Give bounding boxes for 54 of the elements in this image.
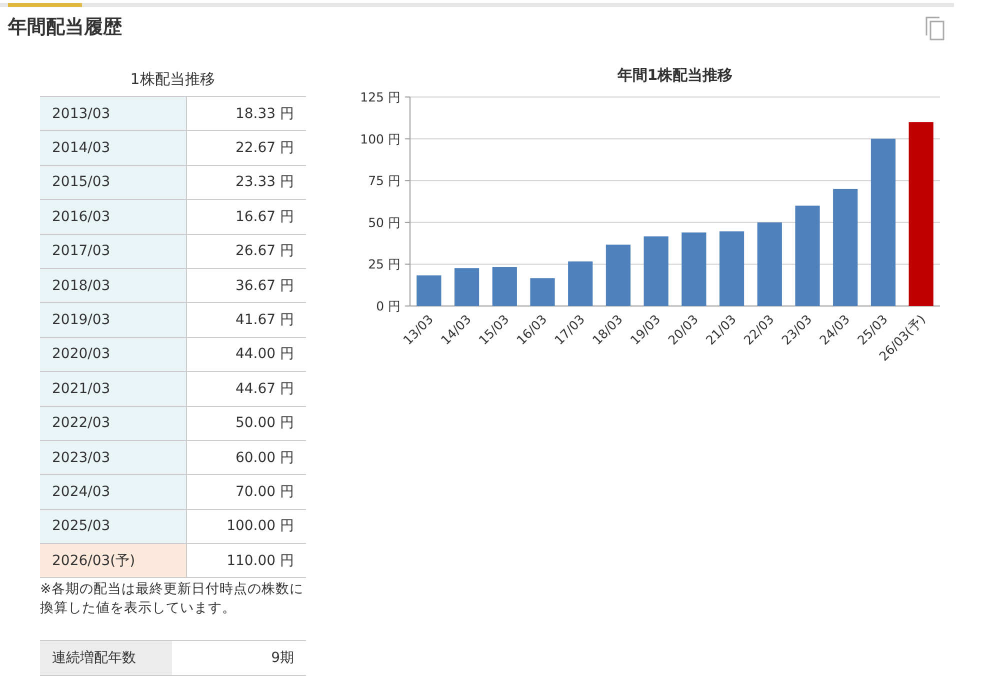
chart-title: 年間1株配当推移	[616, 66, 733, 84]
data-label: 26.67 円	[186, 234, 306, 268]
bar	[870, 138, 896, 306]
data-label: 44.67 円	[186, 372, 306, 406]
category-label: 2015/03	[40, 165, 186, 200]
data-label: 16.67 円	[186, 200, 306, 234]
category-label: 2020/03	[40, 337, 186, 372]
bar	[908, 122, 934, 306]
data-label: 18.33 円	[186, 96, 306, 131]
data-label: 70.00 円	[186, 474, 306, 510]
category-label: 2016/03	[40, 200, 186, 234]
bar	[530, 278, 555, 306]
bar	[757, 222, 782, 306]
data-label: 22.67 円	[186, 130, 306, 166]
y-tick-label: 75 円	[368, 173, 401, 188]
category-label: 2014/03	[40, 130, 186, 166]
category-label: 2022/03	[40, 406, 186, 440]
text: 年間配当履歴	[8, 15, 122, 40]
category-label: 2026/03(予)	[40, 544, 186, 578]
data-label: 60.00 円	[186, 440, 306, 475]
bar	[606, 244, 631, 306]
bar	[795, 206, 820, 306]
text: ※各期の配当は最終更新日付時点の株数に換算した値を表示しています。	[40, 580, 304, 618]
category-label: 2025/03	[40, 509, 186, 544]
category-label: 2023/03	[40, 440, 186, 475]
y-tick-label: 125 円	[360, 90, 401, 104]
bar	[454, 268, 480, 306]
y-tick-label: 100 円	[360, 131, 401, 146]
category-label: 2018/03	[40, 268, 186, 303]
bar	[833, 188, 858, 306]
bar	[682, 232, 706, 306]
category-label: 2024/03	[40, 474, 186, 510]
y-tick-label: 0 円	[376, 298, 401, 314]
category-label: 2017/03	[40, 234, 186, 268]
bar	[416, 275, 442, 306]
y-tick-label: 25 円	[368, 256, 401, 272]
data-label: 44.00 円	[186, 337, 306, 372]
bar	[568, 261, 593, 306]
text: 9期	[172, 640, 306, 676]
data-label: 36.67 円	[186, 268, 306, 303]
data-label: 23.33 円	[186, 165, 306, 200]
data-label: 50.00 円	[186, 406, 306, 440]
category-label: 2021/03	[40, 372, 186, 406]
bar	[719, 231, 744, 306]
data-label: 110.00 円	[186, 544, 306, 578]
y-tick-label: 50 円	[368, 214, 401, 230]
bar	[644, 236, 668, 306]
category-label: 2019/03	[40, 302, 186, 338]
category-label: 2013/03	[40, 96, 186, 131]
data-label: 100.00 円	[186, 509, 306, 544]
text: 1株配当推移	[129, 70, 216, 89]
bar	[492, 266, 517, 306]
text: 連続増配年数	[40, 640, 172, 676]
data-label: 41.67 円	[186, 302, 306, 338]
